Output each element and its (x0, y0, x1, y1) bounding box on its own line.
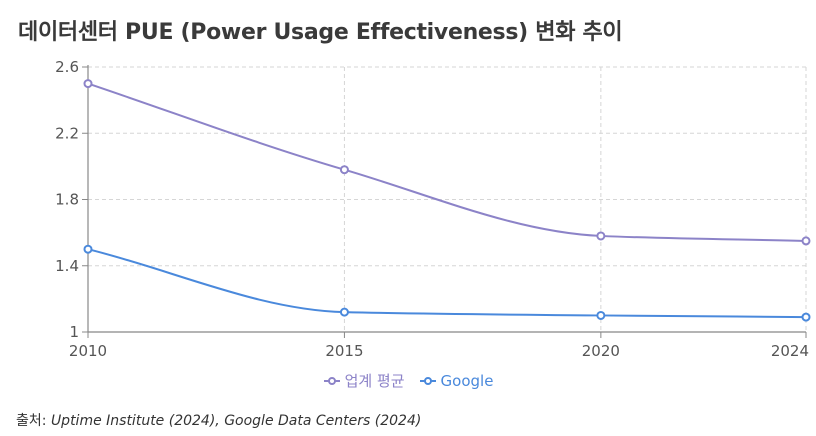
data-point (801, 236, 811, 246)
legend-label: Google (440, 371, 494, 390)
legend-item-2[interactable]: Google (419, 370, 494, 391)
data-point (339, 307, 349, 317)
x-tick-label: 2010 (69, 342, 107, 360)
legend-label: 업계 평균 (344, 372, 405, 390)
y-tick-label: 2.2 (55, 124, 79, 142)
data-point (596, 310, 606, 320)
x-tick-label: 2020 (582, 342, 620, 360)
series-line-2 (87, 248, 807, 319)
y-tick-label: 1 (69, 323, 79, 341)
data-point (596, 231, 606, 241)
data-point (339, 165, 349, 175)
legend-swatch (323, 376, 340, 385)
data-point (83, 79, 93, 89)
data-point (83, 244, 93, 254)
chart-title: 데이터센터 PUE (Power Usage Effectiveness) 변화… (18, 20, 623, 45)
source-text: Uptime Institute (2024), Google Data Cen… (50, 413, 422, 429)
legend-swatch (419, 376, 436, 385)
x-tick-label: 2024 (771, 342, 809, 360)
legend: 업계 평균 Google (0, 370, 816, 391)
y-tick-label: 2.6 (55, 58, 79, 76)
legend-item-1[interactable]: 업계 평균 (323, 370, 405, 391)
series-line-1 (87, 82, 807, 242)
source-label: 출처: (16, 413, 47, 429)
x-tick-label: 2015 (325, 342, 363, 360)
source-note: 출처: Uptime Institute (2024), Google Data… (16, 410, 421, 430)
data-point (801, 312, 811, 322)
y-tick-label: 1.4 (55, 257, 79, 275)
y-tick-label: 1.8 (55, 191, 79, 209)
